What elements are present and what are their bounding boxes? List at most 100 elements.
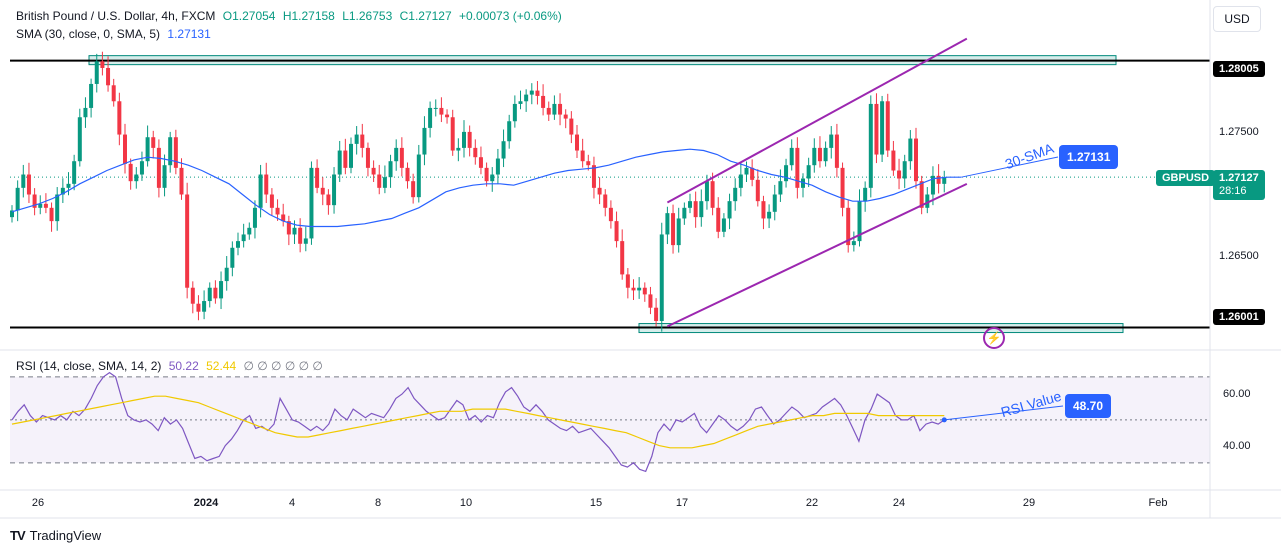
- candle-body: [247, 227, 252, 235]
- candle-body: [823, 147, 828, 162]
- candle-body: [89, 83, 94, 108]
- candle-body: [603, 194, 608, 208]
- candle-body: [518, 101, 523, 104]
- time-tick-label: 22: [805, 497, 819, 509]
- candle-body: [885, 101, 890, 151]
- candle-body: [659, 234, 664, 322]
- level-tag-upper: 1.28005: [1213, 61, 1265, 77]
- level-tag-lower: 1.26001: [1213, 309, 1265, 325]
- candle-body: [637, 287, 642, 291]
- rsi-pointer-line: [944, 405, 1064, 421]
- candle-body: [710, 181, 715, 208]
- candle-body: [721, 218, 726, 232]
- candle-body: [38, 203, 43, 208]
- candle-body: [354, 134, 359, 144]
- candle-body: [349, 143, 353, 168]
- candle-body: [716, 207, 721, 232]
- candle-body: [857, 201, 862, 242]
- rsi-tick-label: 40.00: [1223, 440, 1251, 452]
- candle-body: [21, 174, 26, 188]
- candle-body: [535, 90, 540, 96]
- candle-body: [789, 147, 794, 166]
- currency-button[interactable]: USD: [1213, 6, 1261, 32]
- candle-body: [196, 303, 201, 312]
- candle-body: [682, 207, 687, 219]
- candle-body: [704, 181, 709, 202]
- symbol-title[interactable]: British Pound / U.S. Dollar, 4h, FXCM: [16, 9, 216, 23]
- candle-body: [179, 167, 184, 195]
- candle-body: [846, 207, 851, 246]
- candle-body: [10, 210, 14, 218]
- candle-body: [767, 211, 772, 219]
- candle-body: [919, 181, 924, 208]
- candle-body: [416, 154, 421, 198]
- candle-body: [433, 107, 438, 109]
- candle-body: [575, 134, 579, 151]
- tradingview-brand[interactable]: TV TradingView: [10, 528, 101, 543]
- candle-body: [377, 174, 382, 188]
- candle-body: [106, 67, 111, 86]
- candle-body: [332, 174, 337, 206]
- bar-countdown: 28:16: [1219, 185, 1247, 197]
- time-tick-label: 15: [589, 497, 603, 509]
- candle-body: [275, 207, 280, 215]
- candle-body: [529, 90, 534, 95]
- open-value: O1.27054: [222, 9, 276, 23]
- candle-body: [360, 134, 365, 148]
- last-price-tag: 1.27127 28:16: [1213, 170, 1265, 200]
- candle-body: [207, 287, 212, 302]
- candle-body: [817, 147, 822, 162]
- candle-body: [286, 221, 291, 235]
- high-value: H1.27158: [282, 9, 335, 23]
- candle-body: [738, 174, 743, 188]
- candle-body: [925, 194, 930, 208]
- candle-body: [546, 107, 551, 115]
- candle-body: [94, 61, 99, 84]
- candle-body: [490, 174, 495, 182]
- candle-body: [49, 207, 54, 222]
- candle-body: [558, 103, 563, 115]
- sma-value-tag: 1.27131: [1059, 145, 1119, 169]
- candle-body: [292, 227, 297, 235]
- candle-body: [258, 174, 263, 208]
- candle-body: [761, 201, 766, 219]
- rsi-legend[interactable]: RSI (14, close, SMA, 14, 2) 50.22 52.44 …: [16, 359, 327, 373]
- candle-body: [569, 118, 574, 135]
- candle-body: [512, 103, 517, 122]
- candle-body: [26, 174, 31, 195]
- candle-body: [902, 161, 907, 179]
- candle-body: [428, 107, 433, 128]
- sma-legend[interactable]: SMA (30, close, 0, SMA, 5) 1.27131: [16, 27, 215, 41]
- candle-body: [145, 137, 150, 162]
- candle-body: [66, 183, 71, 188]
- candle-body: [224, 267, 229, 282]
- candle-body: [326, 194, 331, 206]
- price-tick-label: 1.27500: [1219, 126, 1259, 138]
- candle-body: [784, 165, 789, 182]
- candle-body: [60, 187, 65, 195]
- lightning-icon[interactable]: ⚡: [983, 327, 1005, 349]
- candle-body: [462, 131, 466, 148]
- tradingview-logo-icon: TV: [10, 528, 26, 543]
- sma-line: [11, 148, 962, 228]
- rsi-tick-label: 60.00: [1223, 388, 1251, 400]
- rsi-value-tag: 48.70: [1065, 394, 1112, 418]
- time-tick-label: 26: [31, 497, 45, 509]
- candle-body: [591, 165, 596, 188]
- candle-body: [151, 137, 156, 148]
- candle-body: [337, 150, 342, 175]
- candle-body: [202, 301, 207, 312]
- time-tick-label: 4: [288, 497, 296, 509]
- candle-body: [693, 201, 698, 218]
- candle-body: [269, 194, 274, 208]
- candle-body: [665, 213, 670, 235]
- time-tick-label: 8: [374, 497, 382, 509]
- candle-body: [365, 147, 370, 168]
- time-tick-label: 17: [675, 497, 689, 509]
- candle-body: [541, 95, 546, 108]
- candle-body: [264, 174, 269, 195]
- candle-body: [795, 147, 800, 188]
- candle-body: [507, 121, 512, 142]
- last-price-value: 1.27127: [1219, 172, 1259, 184]
